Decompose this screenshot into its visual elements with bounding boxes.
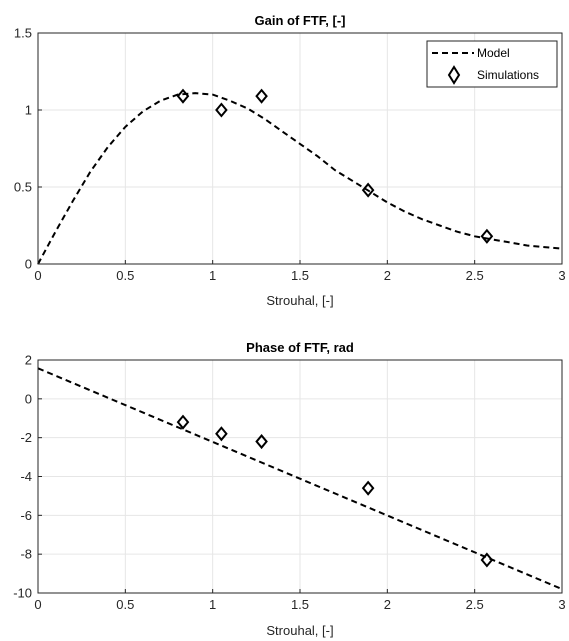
phase-y-tick-label: -4	[20, 469, 32, 484]
gain-axes-box	[37, 32, 563, 265]
phase-y-tick-label: -10	[13, 586, 32, 601]
phase-x-tick-label: 0	[34, 597, 41, 612]
gain-x-axis-label: Strouhal, [-]	[266, 293, 333, 308]
phase-x-tick-label: 1	[209, 597, 216, 612]
phase-model-line	[37, 367, 563, 591]
gain-x-tick-label: 0	[34, 268, 41, 283]
phase-x-tick-label: 1.5	[291, 597, 309, 612]
legend: Model Simulations	[426, 40, 558, 88]
gain-y-tick-label: 1	[25, 103, 32, 118]
phase-y-tick-label: 0	[25, 391, 32, 406]
phase-x-tick-label: 3	[558, 597, 565, 612]
phase-x-tick-label: 2.5	[466, 597, 484, 612]
gain-y-tick-label: 1.5	[14, 26, 32, 41]
gain-x-tick-label: 0.5	[116, 268, 134, 283]
phase-axes-box	[37, 359, 563, 594]
gain-x-tick-label: 2.5	[466, 268, 484, 283]
phase-x-tick-label: 0.5	[116, 597, 134, 612]
legend-model-label: Model	[477, 46, 510, 60]
phase-simulation-point	[361, 480, 375, 496]
gain-simulation-point	[176, 88, 190, 104]
phase-x-axis-label: Strouhal, [-]	[266, 623, 333, 638]
phase-chart: Phase of FTF, rad 0 0.5 1 1.5 2 2.5 3 -10 -8 -6 -4…	[13, 340, 565, 638]
legend-box	[426, 40, 558, 88]
legend-simulations-marker	[447, 65, 461, 85]
phase-y-tick-label: -6	[20, 508, 32, 523]
phase-y-tick-label: 2	[25, 353, 32, 368]
gain-y-tick-label: 0	[25, 257, 32, 272]
gain-model-series	[37, 92, 563, 265]
phase-simulation-point	[255, 433, 268, 450]
phase-y-tick-label: -8	[20, 547, 32, 562]
phase-x-tick-label: 2	[384, 597, 391, 612]
phase-simulation-point	[215, 426, 228, 442]
phase-simulation-point	[480, 552, 494, 568]
gain-chart: Gain of FTF, [-] 0 0.5 1 1.5 2 2.5 3 0 0.5 1 1.5 S…	[14, 13, 566, 308]
gain-simulation-point	[361, 182, 375, 198]
phase-model-series	[37, 367, 563, 591]
gain-simulation-point	[255, 88, 268, 104]
gain-simulation-point	[480, 228, 494, 244]
gain-y-tick-label: 0.5	[14, 180, 32, 195]
gain-x-tick-label: 2	[384, 268, 391, 283]
gain-x-tick-label: 3	[558, 268, 565, 283]
gain-tick-labels: 0 0.5 1 1.5 2 2.5 3 0 0.5 1 1.5	[14, 26, 566, 284]
gain-simulation-point	[215, 102, 228, 118]
phase-simulation-point	[176, 414, 190, 430]
gain-chart-title: Gain of FTF, [-]	[255, 13, 346, 28]
phase-simulation-series	[176, 414, 494, 568]
phase-tick-labels: 0 0.5 1 1.5 2 2.5 3 -10 -8 -6 -4 -2 0 2	[13, 353, 565, 613]
gain-x-tick-label: 1.5	[291, 268, 309, 283]
phase-chart-title: Phase of FTF, rad	[246, 340, 354, 355]
gain-x-tick-label: 1	[209, 268, 216, 283]
legend-simulations-label: Simulations	[477, 68, 539, 82]
gain-simulation-series	[176, 88, 494, 244]
phase-y-tick-label: -2	[20, 430, 32, 445]
gain-model-line	[37, 92, 563, 265]
